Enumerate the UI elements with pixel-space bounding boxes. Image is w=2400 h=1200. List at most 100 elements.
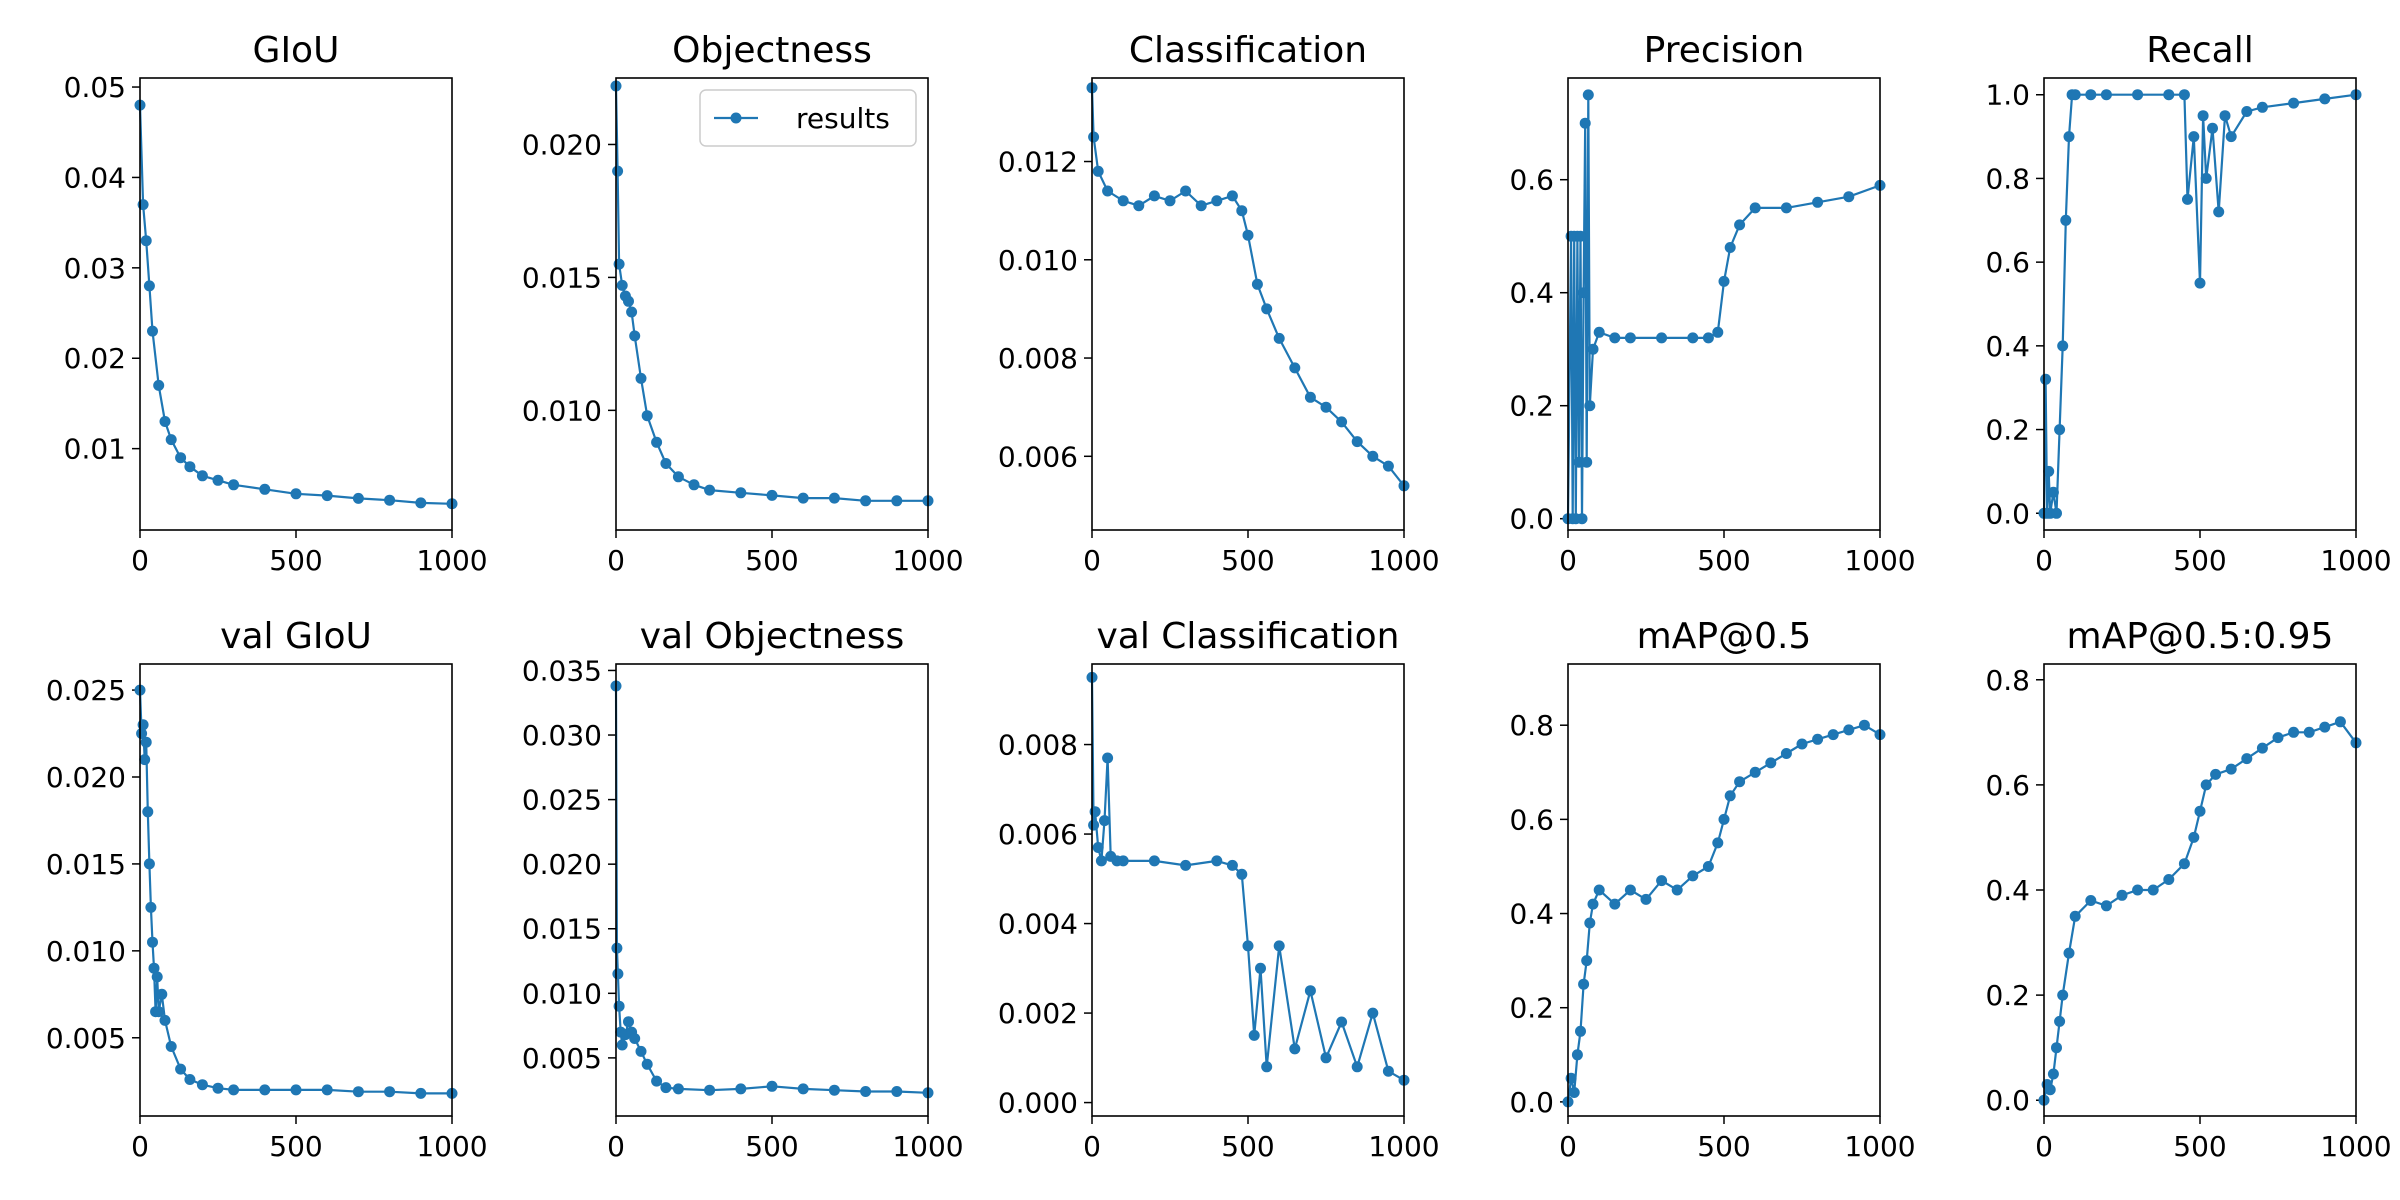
x-tick-label: 1000 [1368,1130,1439,1163]
data-point [153,1006,165,1018]
data-point [860,495,872,507]
data-point [1576,513,1588,525]
y-tick-label: 0.008 [998,342,1078,375]
data-point [2085,89,2097,101]
data-point [1712,326,1724,338]
x-tick-label: 1000 [1844,544,1915,577]
data-point [612,968,624,980]
y-tick-label: 0.005 [46,1022,126,1055]
data-point [321,1084,333,1096]
y-tick-label: 0.000 [998,1087,1078,1120]
data-point [641,410,653,422]
y-tick-label: 0.05 [64,71,126,104]
data-point [828,1084,840,1096]
data-point [148,962,160,974]
x-tick-label: 500 [1697,1130,1750,1163]
data-point [1242,940,1254,952]
data-point [2163,874,2175,885]
data-point [1320,401,1332,413]
data-point [1133,200,1145,212]
data-point [623,1016,634,1028]
data-point [704,484,716,496]
data-point [1261,303,1273,315]
data-point [1587,343,1599,355]
data-point [672,471,684,483]
data-point [352,492,364,504]
data-point [2197,110,2209,122]
data-point [2100,900,2112,912]
data-point [2303,726,2315,738]
subplot-3: Precision 0 500 1000 0.0 0.2 0.4 0.6 [1509,30,1915,577]
data-point [2188,131,2200,143]
data-point [1236,205,1248,217]
y-tick-label: 0.008 [998,729,1078,762]
y-tick-label: 0.2 [1985,414,2030,447]
data-point [891,1086,903,1097]
data-point [2085,895,2097,906]
y-tick-label: 0.010 [522,977,602,1010]
data-point [184,461,196,473]
data-point [1593,884,1605,896]
data-point [1640,893,1652,905]
data-point [2057,989,2069,1001]
y-tick-label: 0.8 [1509,709,1554,742]
subplot-2: Classification 0 500 1000 0.006 0.008 0.010 0.0… [998,30,1440,577]
y-tick-label: 0.020 [522,848,602,881]
data-point [1211,855,1223,867]
x-tick-label: 1000 [416,1130,487,1163]
data-point [1780,202,1792,214]
x-tick-label: 1000 [1368,544,1439,577]
data-point [175,1063,187,1075]
data-point [2213,206,2225,218]
series-line [614,85,928,502]
data-point [704,1084,716,1096]
data-point [1584,917,1596,929]
axes-frame [2043,77,2357,531]
data-point [2194,277,2206,289]
y-tick-label: 0.6 [1985,769,2030,802]
y-tick-label: 0.015 [522,261,602,294]
data-point [2319,93,2331,105]
axes-frame [1567,77,1881,531]
data-point [259,1084,271,1096]
series-line [1090,677,1405,1082]
data-point [212,1082,224,1094]
data-point [1289,1043,1301,1055]
data-point [1289,362,1301,374]
data-point [2054,1015,2066,1027]
data-point [2063,131,2075,143]
data-point [1568,1087,1580,1098]
data-point [766,1080,778,1092]
y-tick-label: 0.2 [1985,979,2030,1012]
y-tick-label: 0.0 [1509,503,1554,536]
data-point [196,470,208,482]
y-tick-label: 0.015 [46,848,126,881]
data-point [1248,1029,1260,1041]
subplot-title: Precision [1644,30,1805,71]
data-point [2100,89,2112,101]
data-point [1180,859,1192,871]
data-point [2163,89,2175,101]
data-point [2241,753,2253,765]
data-point [1749,202,1761,214]
x-tick-label: 500 [1697,544,1750,577]
data-point [2116,889,2128,901]
x-tick-label: 500 [2173,544,2226,577]
data-point [1351,436,1363,448]
data-point [1088,131,1100,143]
data-point [1671,884,1683,896]
data-point [2051,507,2062,519]
x-tick-label: 500 [269,1130,322,1163]
y-tick-label: 0.025 [46,674,126,707]
y-tick-label: 0.8 [1985,664,2030,697]
data-point [735,1083,747,1095]
y-tick-label: 0.01 [64,433,126,466]
data-point [143,858,155,870]
x-tick-label: 500 [745,544,798,577]
data-point [1236,868,1248,880]
data-point [2200,172,2212,184]
y-tick-label: 0.010 [998,244,1078,277]
data-point [1656,332,1668,344]
data-point [2040,373,2052,385]
